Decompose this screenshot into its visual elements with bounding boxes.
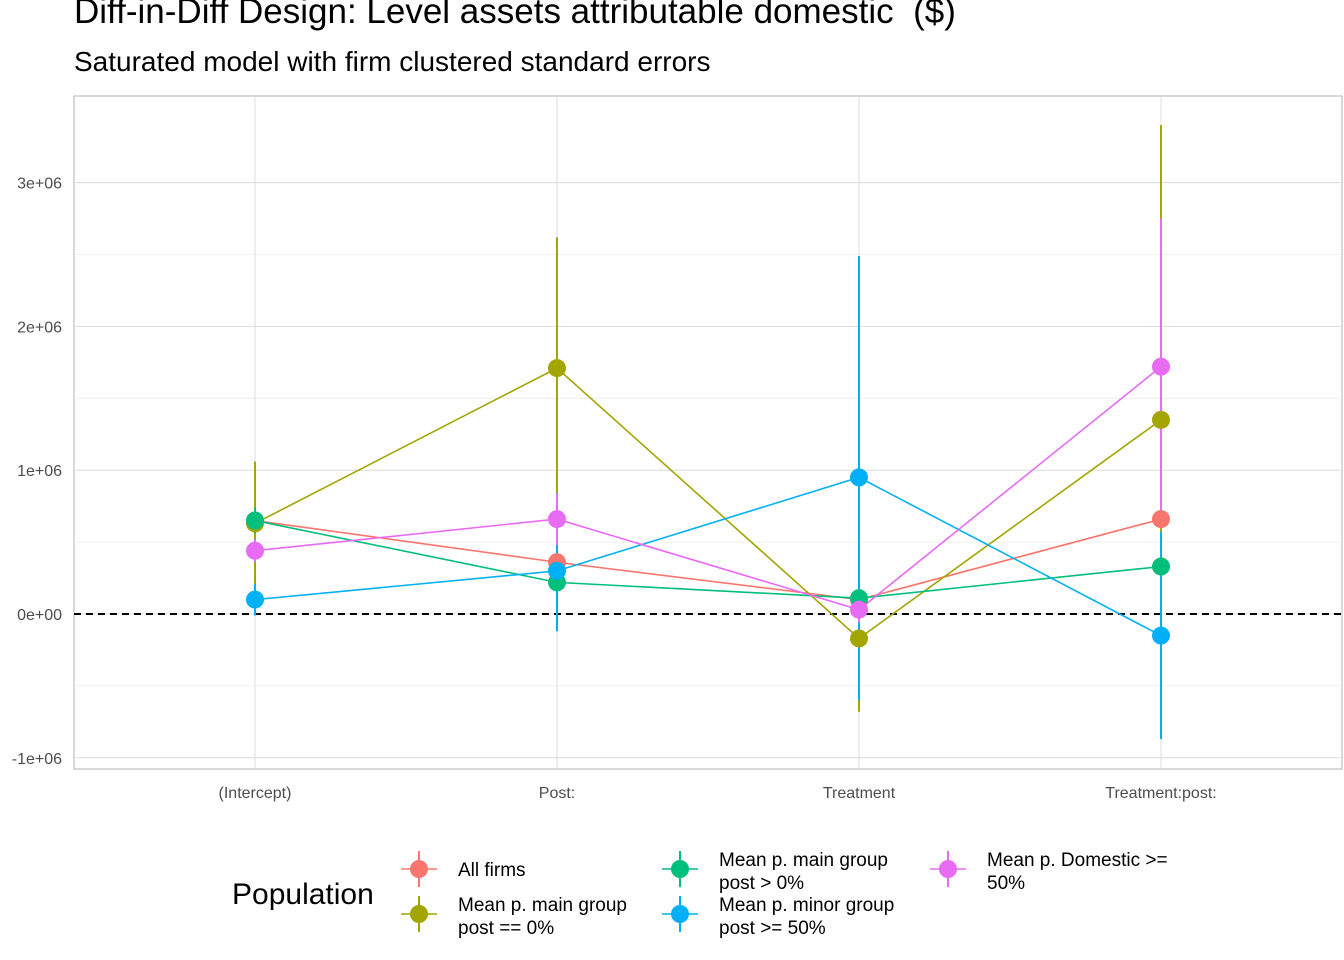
data-point bbox=[548, 510, 566, 529]
y-tick-label: 2e+06 bbox=[17, 319, 62, 336]
x-tick-label: (Intercept) bbox=[219, 785, 292, 802]
y-tick-label: 0e+00 bbox=[17, 607, 62, 624]
data-point bbox=[548, 561, 566, 580]
x-tick-label: Treatment:post: bbox=[1105, 785, 1216, 802]
data-point bbox=[1152, 557, 1170, 576]
data-point bbox=[246, 541, 264, 560]
x-tick-label: Post: bbox=[539, 785, 575, 802]
legend-key-point bbox=[939, 860, 957, 878]
series-line bbox=[254, 366, 1162, 611]
x-tick-label: Treatment bbox=[823, 785, 896, 802]
legend-key-point bbox=[410, 905, 428, 923]
legend-entry: Mean p. main group post > 0% bbox=[662, 850, 888, 894]
data-point bbox=[1152, 410, 1170, 429]
y-tick-label: 1e+06 bbox=[17, 463, 62, 480]
series-5-points bbox=[246, 357, 1170, 619]
data-point bbox=[1152, 626, 1170, 645]
series-4-points bbox=[246, 468, 1170, 645]
legend-entry: Mean p. main group post == 0% bbox=[401, 895, 627, 939]
legend-key-point bbox=[671, 905, 689, 923]
legend: Population All firms Mean p. main group pos… bbox=[232, 850, 1168, 939]
y-tick-label: -1e+06 bbox=[12, 751, 62, 768]
y-tick-label: 3e+06 bbox=[17, 176, 62, 193]
chart-title: Diff-in-Diff Design: Level assets attrib… bbox=[74, 0, 956, 31]
legend-key-point bbox=[410, 860, 428, 878]
data-point bbox=[246, 590, 264, 609]
series-line bbox=[254, 367, 1162, 640]
series-line bbox=[254, 518, 1162, 601]
data-point bbox=[246, 511, 264, 530]
data-point bbox=[850, 629, 868, 648]
data-point bbox=[1152, 357, 1170, 376]
series-line bbox=[254, 476, 1162, 637]
chart-subtitle: Saturated model with firm clustered stan… bbox=[74, 46, 711, 77]
legend-entry: Mean p. Domestic >= 50% bbox=[930, 850, 1168, 894]
legend-entry: All firms bbox=[401, 851, 526, 887]
legend-title: Population bbox=[232, 878, 374, 911]
legend-label: Mean p. minor group post >= 50% bbox=[719, 895, 894, 939]
legend-label: Mean p. main group post == 0% bbox=[458, 895, 627, 939]
plot-panel: -1e+06 0e+00 1e+06 2e+06 3e+06 (Intercept) Pos… bbox=[12, 95, 1343, 802]
legend-label: Mean p. Domestic >= 50% bbox=[987, 850, 1168, 894]
data-point bbox=[850, 468, 868, 487]
legend-key-point bbox=[671, 860, 689, 878]
legend-label: All firms bbox=[458, 860, 526, 881]
legend-label: Mean p. main group post > 0% bbox=[719, 850, 888, 894]
data-point bbox=[1152, 510, 1170, 529]
panel-border bbox=[73, 95, 1343, 770]
data-point bbox=[850, 600, 868, 619]
series-line bbox=[254, 519, 1162, 599]
legend-entry: Mean p. minor group post >= 50% bbox=[662, 895, 894, 939]
data-point bbox=[548, 359, 566, 378]
